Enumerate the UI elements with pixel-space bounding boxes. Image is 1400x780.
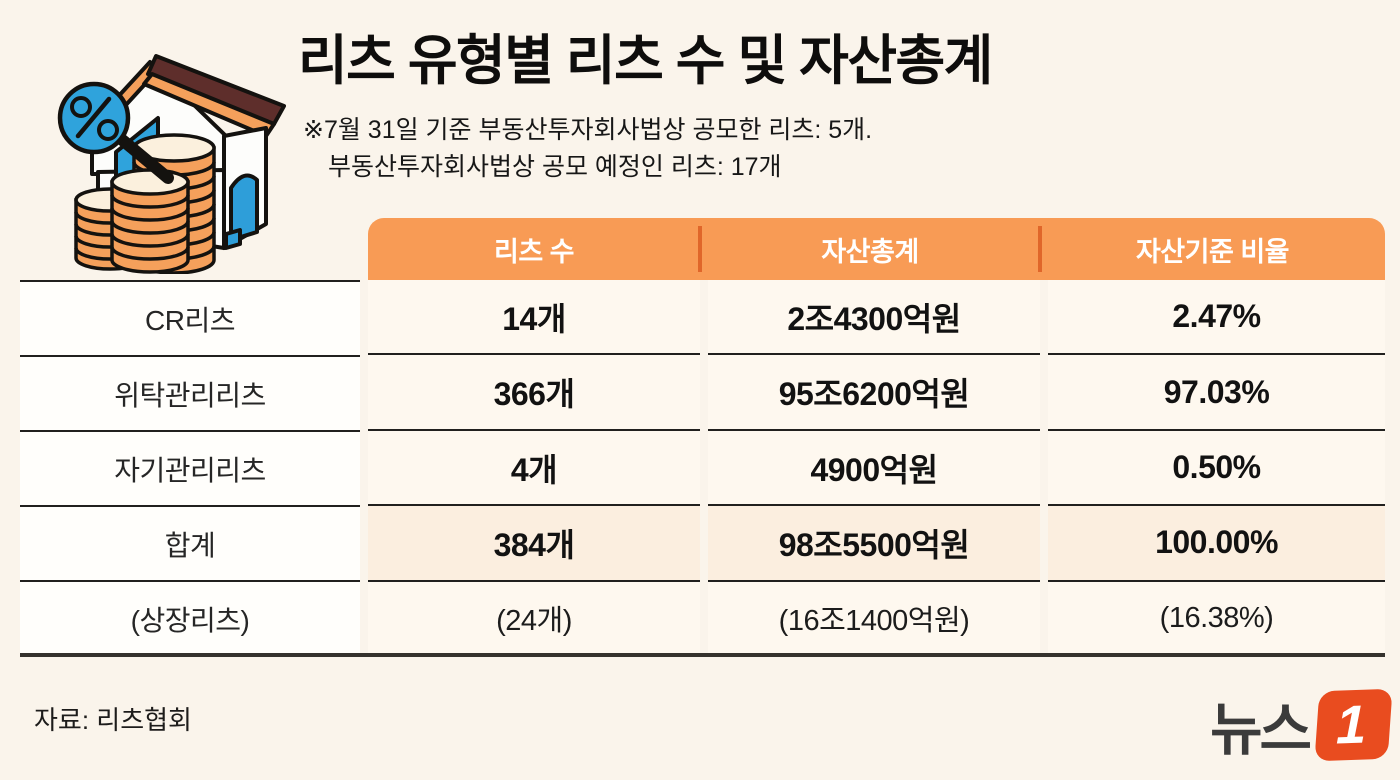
header-divider [1038, 226, 1042, 272]
news1-logo-text: 뉴스 [1210, 698, 1312, 762]
house-coins-percent-icon [57, 54, 286, 274]
cell-ratio: 0.50% [1048, 430, 1385, 507]
cell-count-total: 384개 [368, 506, 700, 582]
row-label-column: CR리츠 위탁관리리츠 자기관리리츠 합계 (상장리츠) [20, 280, 360, 655]
coin-stack-icon [110, 168, 190, 274]
column-header-total-assets: 자산총계 [698, 218, 1040, 280]
cell-ratio: 97.03% [1048, 355, 1385, 431]
cell-assets: 4900억원 [708, 430, 1040, 507]
source-credit: 자료: 리츠협회 [34, 705, 192, 735]
row-label-total: 합계 [20, 507, 360, 582]
column-header-label: 자산기준 비율 [1135, 236, 1290, 267]
cell-assets: 95조6200억원 [708, 355, 1040, 431]
cell-count: 366개 [368, 355, 700, 431]
cell-ratio-listed: (16.38%) [1048, 581, 1385, 656]
cell-assets-listed: (16조1400억원) [708, 581, 1040, 656]
news1-logo-numeral: 1 [1336, 694, 1367, 756]
table-header: 리츠 수 자산총계 자산기준 비율 [368, 218, 1385, 280]
cell-assets: 2조4300억원 [708, 280, 1040, 356]
column-reit-count: 14개 366개 4개 384개 (24개) [368, 280, 700, 656]
cell-count-listed: (24개) [368, 581, 700, 656]
news1-logo: 뉴스 1 [1210, 684, 1393, 766]
column-header-asset-ratio: 자산기준 비율 [1038, 218, 1385, 280]
column-header-reit-count: 리츠 수 [493, 236, 575, 267]
note-line-2: 부동산투자회사법상 공모 예정인 리츠: 17개 [328, 153, 782, 181]
row-label-self-managed: 자기관리리츠 [20, 432, 360, 507]
column-asset-ratio: 2.47% 97.03% 0.50% 100.00% (16.38%) [1048, 280, 1385, 656]
cell-ratio: 2.47% [1048, 280, 1385, 356]
note-line-1: ※7월 31일 기준 부동산투자회사법상 공모한 리츠: 5개. [303, 116, 873, 144]
cell-count: 4개 [368, 430, 700, 507]
title-notes: ※7월 31일 기준 부동산투자회사법상 공모한 리츠: 5개. 부동산투자회사… [303, 112, 1203, 186]
column-total-assets: 2조4300억원 95조6200억원 4900억원 98조5500억원 (16조… [708, 280, 1040, 656]
table-bottom-rule [20, 653, 1385, 657]
row-label-entrusted: 위탁관리리츠 [20, 357, 360, 432]
cell-ratio-total: 100.00% [1048, 506, 1385, 582]
cell-count: 14개 [368, 280, 700, 356]
percent-magnifier-icon [57, 81, 174, 184]
news1-logo-badge: 1 [1314, 688, 1393, 762]
column-header-label: 자산총계 [821, 236, 919, 267]
header-divider [698, 226, 702, 272]
cell-assets-total: 98조5500억원 [708, 506, 1040, 582]
row-label-listed: (상장리츠) [130, 604, 250, 636]
page-title: 리츠 유형별 리츠 수 및 자산총계 [298, 31, 993, 91]
row-label-cr-reit: CR리츠 [20, 282, 360, 357]
